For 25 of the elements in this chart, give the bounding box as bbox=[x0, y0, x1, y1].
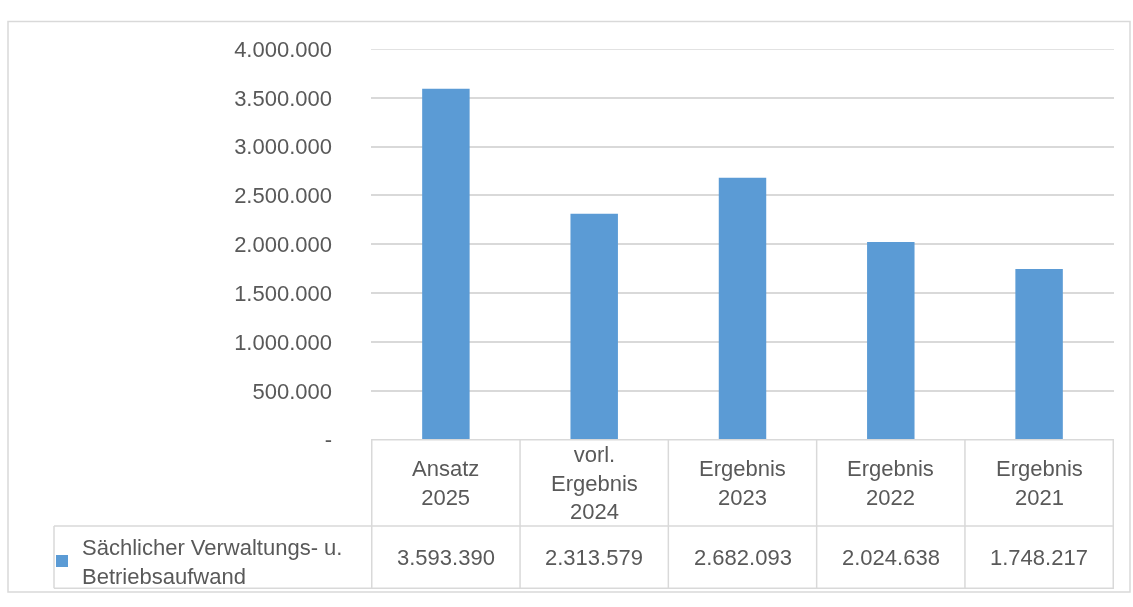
x-tick-label: Ansatz 2025 bbox=[412, 456, 480, 510]
bar bbox=[867, 241, 915, 440]
y-tick-label: 2.500.000 bbox=[234, 183, 332, 209]
y-tick-label: - bbox=[324, 427, 332, 453]
bar bbox=[1015, 268, 1063, 440]
data-label: 2.024.638 bbox=[842, 545, 940, 570]
x-tick-label: Ergebnis 2023 bbox=[699, 456, 786, 510]
data-label: 1.748.217 bbox=[990, 545, 1088, 570]
y-tick-label: 4.000.000 bbox=[234, 36, 332, 62]
data-label: 3.593.390 bbox=[397, 545, 495, 570]
x-tick-label: vorl. Ergebnis 2024 bbox=[551, 442, 638, 525]
bar bbox=[570, 213, 618, 440]
y-tick-label: 3.000.000 bbox=[234, 134, 332, 160]
legend-label: Sächlicher Verwaltungs- u. Betriebsaufwand bbox=[82, 535, 343, 589]
bar bbox=[718, 177, 767, 440]
y-tick-label: 1.000.000 bbox=[234, 329, 332, 355]
y-tick-label: 2.000.000 bbox=[234, 232, 332, 258]
data-label: 2.313.579 bbox=[545, 545, 643, 570]
data-label: 2.682.093 bbox=[694, 545, 792, 570]
y-tick-label: 3.500.000 bbox=[234, 85, 332, 111]
bar bbox=[422, 88, 470, 440]
x-tick-label: Ergebnis 2022 bbox=[847, 456, 934, 510]
y-tick-label: 500.000 bbox=[252, 378, 332, 404]
x-tick-label: Ergebnis 2021 bbox=[996, 456, 1083, 510]
y-tick-label: 1.500.000 bbox=[234, 280, 332, 306]
